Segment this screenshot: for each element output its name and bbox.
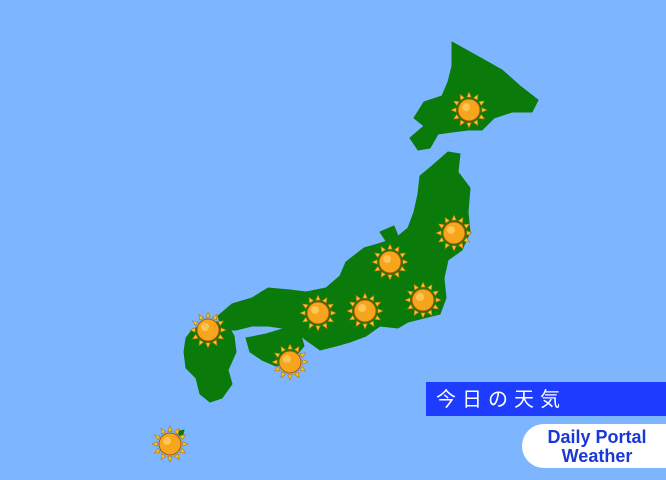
sun-icon xyxy=(435,214,473,252)
sun-icon xyxy=(151,425,189,463)
title-bar: 今日の天気 xyxy=(426,382,666,416)
noto-land xyxy=(379,225,399,245)
brand-line-2: Weather xyxy=(561,446,633,466)
sun-icon xyxy=(299,294,337,332)
sun-icon xyxy=(346,292,384,330)
sun-icon xyxy=(450,91,488,129)
sun-icon xyxy=(189,311,227,349)
kyushu-land xyxy=(183,321,237,403)
sun-icon xyxy=(271,343,309,381)
honshu-land xyxy=(217,151,471,351)
brand-line-1: Daily Portal xyxy=(547,427,647,447)
sun-icon xyxy=(404,281,442,319)
hokkaido-land xyxy=(409,41,539,151)
sun-icon xyxy=(371,243,409,281)
brand-logo: Daily Portal Weather xyxy=(522,424,666,468)
